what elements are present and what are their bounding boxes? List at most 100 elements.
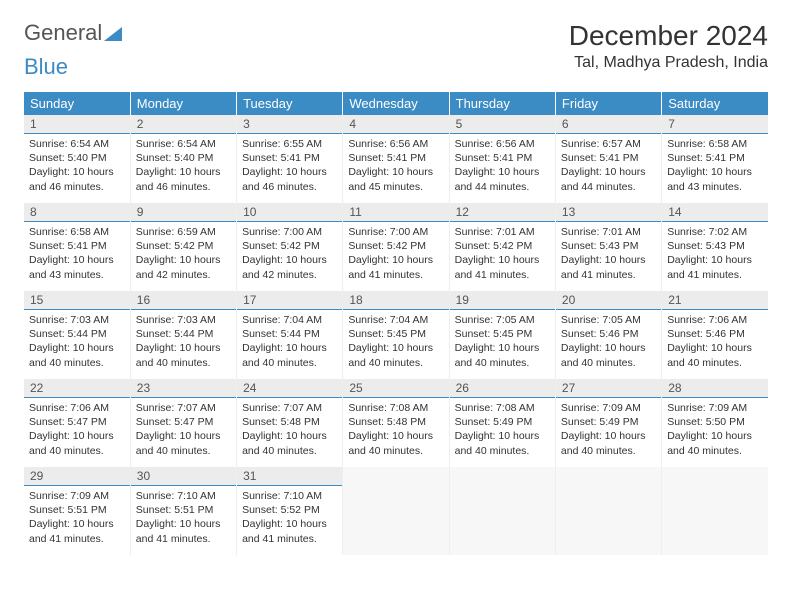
- day-body: Sunrise: 6:56 AMSunset: 5:41 PMDaylight:…: [450, 134, 555, 198]
- sunset-line: Sunset: 5:51 PM: [136, 503, 231, 517]
- calendar-day-cell: 7Sunrise: 6:58 AMSunset: 5:41 PMDaylight…: [662, 115, 768, 203]
- weekday-header: Sunday: [24, 92, 130, 115]
- calendar-week-row: 22Sunrise: 7:06 AMSunset: 5:47 PMDayligh…: [24, 379, 768, 467]
- day-body: Sunrise: 7:09 AMSunset: 5:49 PMDaylight:…: [556, 398, 661, 462]
- sunset-line: Sunset: 5:42 PM: [136, 239, 231, 253]
- calendar-week-row: 8Sunrise: 6:58 AMSunset: 5:41 PMDaylight…: [24, 203, 768, 291]
- day-number: 3: [237, 115, 342, 134]
- sunrise-line: Sunrise: 6:56 AM: [348, 137, 443, 151]
- sunrise-line: Sunrise: 7:07 AM: [136, 401, 231, 415]
- day-number: 9: [131, 203, 236, 222]
- daylight-line: Daylight: 10 hours and 46 minutes.: [136, 165, 231, 193]
- day-body: Sunrise: 7:09 AMSunset: 5:51 PMDaylight:…: [24, 486, 130, 550]
- day-number: 22: [24, 379, 130, 398]
- sunrise-line: Sunrise: 7:04 AM: [242, 313, 337, 327]
- daylight-line: Daylight: 10 hours and 40 minutes.: [136, 341, 231, 369]
- calendar-day-cell: 25Sunrise: 7:08 AMSunset: 5:48 PMDayligh…: [343, 379, 449, 467]
- sunset-line: Sunset: 5:41 PM: [29, 239, 125, 253]
- calendar-week-row: 1Sunrise: 6:54 AMSunset: 5:40 PMDaylight…: [24, 115, 768, 203]
- day-number: 6: [556, 115, 661, 134]
- calendar-day-cell: 20Sunrise: 7:05 AMSunset: 5:46 PMDayligh…: [555, 291, 661, 379]
- daylight-line: Daylight: 10 hours and 40 minutes.: [455, 429, 550, 457]
- sunset-line: Sunset: 5:41 PM: [242, 151, 337, 165]
- day-body: Sunrise: 7:04 AMSunset: 5:44 PMDaylight:…: [237, 310, 342, 374]
- calendar-day-cell: 17Sunrise: 7:04 AMSunset: 5:44 PMDayligh…: [237, 291, 343, 379]
- daylight-line: Daylight: 10 hours and 40 minutes.: [455, 341, 550, 369]
- calendar-day-cell: 9Sunrise: 6:59 AMSunset: 5:42 PMDaylight…: [130, 203, 236, 291]
- day-body: Sunrise: 7:03 AMSunset: 5:44 PMDaylight:…: [131, 310, 236, 374]
- day-body: Sunrise: 7:08 AMSunset: 5:49 PMDaylight:…: [450, 398, 555, 462]
- sunset-line: Sunset: 5:47 PM: [136, 415, 231, 429]
- calendar-week-row: 15Sunrise: 7:03 AMSunset: 5:44 PMDayligh…: [24, 291, 768, 379]
- sunset-line: Sunset: 5:44 PM: [242, 327, 337, 341]
- weekday-header: Saturday: [662, 92, 768, 115]
- day-body: Sunrise: 7:05 AMSunset: 5:45 PMDaylight:…: [450, 310, 555, 374]
- sunset-line: Sunset: 5:47 PM: [29, 415, 125, 429]
- sunrise-line: Sunrise: 7:03 AM: [29, 313, 125, 327]
- sunrise-line: Sunrise: 7:00 AM: [348, 225, 443, 239]
- day-number: 27: [556, 379, 661, 398]
- day-body: Sunrise: 6:54 AMSunset: 5:40 PMDaylight:…: [24, 134, 130, 198]
- daylight-line: Daylight: 10 hours and 46 minutes.: [242, 165, 337, 193]
- sunrise-line: Sunrise: 6:55 AM: [242, 137, 337, 151]
- sunrise-line: Sunrise: 6:58 AM: [667, 137, 763, 151]
- day-number: 12: [450, 203, 555, 222]
- sunrise-line: Sunrise: 7:10 AM: [242, 489, 337, 503]
- daylight-line: Daylight: 10 hours and 44 minutes.: [455, 165, 550, 193]
- sunset-line: Sunset: 5:45 PM: [455, 327, 550, 341]
- day-body: Sunrise: 7:05 AMSunset: 5:46 PMDaylight:…: [556, 310, 661, 374]
- calendar-day-cell: 15Sunrise: 7:03 AMSunset: 5:44 PMDayligh…: [24, 291, 130, 379]
- sunrise-line: Sunrise: 7:06 AM: [29, 401, 125, 415]
- daylight-line: Daylight: 10 hours and 40 minutes.: [242, 429, 337, 457]
- daylight-line: Daylight: 10 hours and 41 minutes.: [29, 517, 125, 545]
- day-number: 7: [662, 115, 768, 134]
- day-body: Sunrise: 7:08 AMSunset: 5:48 PMDaylight:…: [343, 398, 448, 462]
- day-number: 1: [24, 115, 130, 134]
- sunrise-line: Sunrise: 7:01 AM: [561, 225, 656, 239]
- sunrise-line: Sunrise: 7:08 AM: [455, 401, 550, 415]
- calendar-table: Sunday Monday Tuesday Wednesday Thursday…: [24, 92, 768, 555]
- day-number: 11: [343, 203, 448, 222]
- weekday-header: Monday: [130, 92, 236, 115]
- sunset-line: Sunset: 5:46 PM: [667, 327, 763, 341]
- sunrise-line: Sunrise: 7:07 AM: [242, 401, 337, 415]
- day-body: Sunrise: 6:57 AMSunset: 5:41 PMDaylight:…: [556, 134, 661, 198]
- sunset-line: Sunset: 5:42 PM: [455, 239, 550, 253]
- calendar-day-cell: 21Sunrise: 7:06 AMSunset: 5:46 PMDayligh…: [662, 291, 768, 379]
- sunset-line: Sunset: 5:42 PM: [242, 239, 337, 253]
- sunrise-line: Sunrise: 7:10 AM: [136, 489, 231, 503]
- sunset-line: Sunset: 5:41 PM: [561, 151, 656, 165]
- calendar-day-cell: 22Sunrise: 7:06 AMSunset: 5:47 PMDayligh…: [24, 379, 130, 467]
- calendar-day-cell: [343, 467, 449, 555]
- weekday-header: Thursday: [449, 92, 555, 115]
- day-number: 28: [662, 379, 768, 398]
- daylight-line: Daylight: 10 hours and 40 minutes.: [561, 429, 656, 457]
- sunrise-line: Sunrise: 6:54 AM: [136, 137, 231, 151]
- day-number: 30: [131, 467, 236, 486]
- sunrise-line: Sunrise: 6:54 AM: [29, 137, 125, 151]
- title-block: December 2024 Tal, Madhya Pradesh, India: [569, 20, 768, 72]
- calendar-day-cell: 1Sunrise: 6:54 AMSunset: 5:40 PMDaylight…: [24, 115, 130, 203]
- day-number: 14: [662, 203, 768, 222]
- sunset-line: Sunset: 5:41 PM: [455, 151, 550, 165]
- sunrise-line: Sunrise: 7:04 AM: [348, 313, 443, 327]
- day-body: Sunrise: 7:07 AMSunset: 5:48 PMDaylight:…: [237, 398, 342, 462]
- day-number: 25: [343, 379, 448, 398]
- day-body: Sunrise: 6:58 AMSunset: 5:41 PMDaylight:…: [24, 222, 130, 286]
- day-number: 26: [450, 379, 555, 398]
- month-title: December 2024: [569, 20, 768, 52]
- day-body: Sunrise: 6:58 AMSunset: 5:41 PMDaylight:…: [662, 134, 768, 198]
- day-number: 13: [556, 203, 661, 222]
- sunset-line: Sunset: 5:40 PM: [29, 151, 125, 165]
- daylight-line: Daylight: 10 hours and 41 minutes.: [667, 253, 763, 281]
- daylight-line: Daylight: 10 hours and 44 minutes.: [561, 165, 656, 193]
- daylight-line: Daylight: 10 hours and 45 minutes.: [348, 165, 443, 193]
- day-number: 10: [237, 203, 342, 222]
- sunset-line: Sunset: 5:52 PM: [242, 503, 337, 517]
- daylight-line: Daylight: 10 hours and 40 minutes.: [136, 429, 231, 457]
- sunrise-line: Sunrise: 7:09 AM: [561, 401, 656, 415]
- day-body: Sunrise: 7:06 AMSunset: 5:46 PMDaylight:…: [662, 310, 768, 374]
- day-number: 31: [237, 467, 342, 486]
- day-number: 2: [131, 115, 236, 134]
- calendar-day-cell: 18Sunrise: 7:04 AMSunset: 5:45 PMDayligh…: [343, 291, 449, 379]
